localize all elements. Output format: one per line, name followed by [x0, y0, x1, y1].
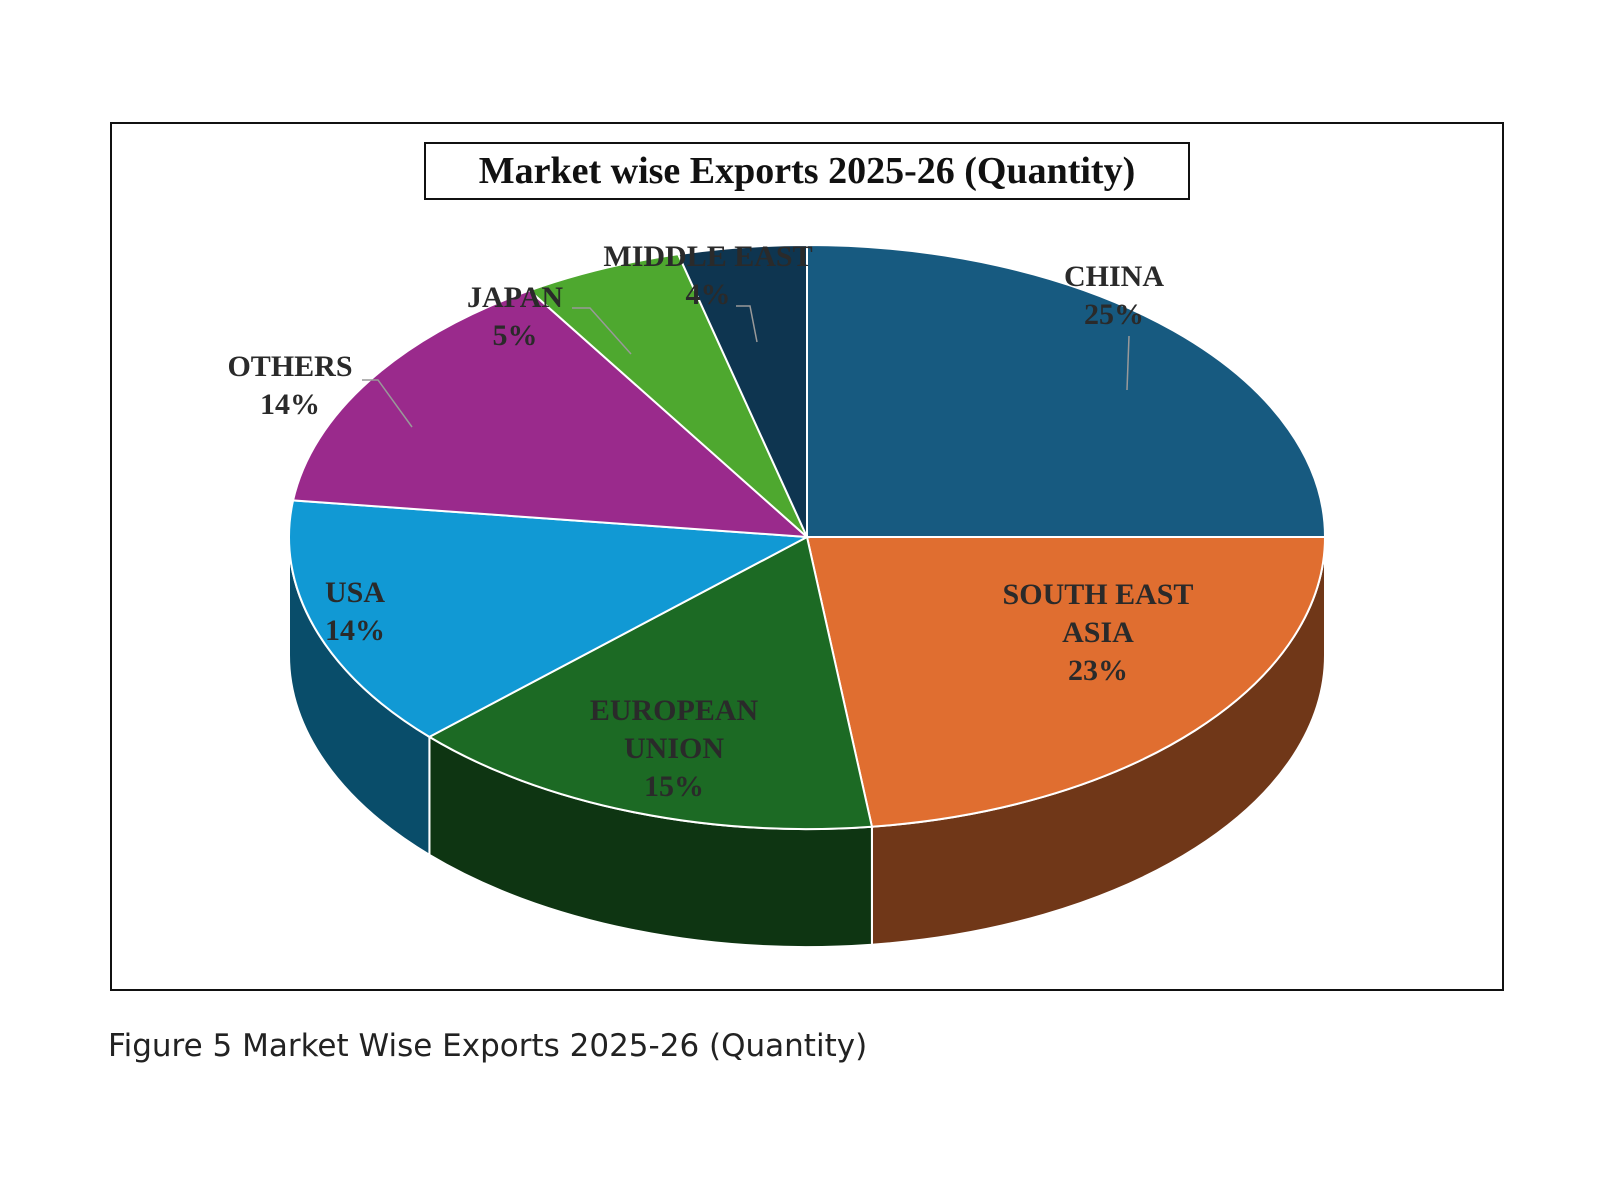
value-label: 14% — [324, 614, 385, 647]
leader-line — [362, 379, 413, 428]
leader-line — [1126, 335, 1130, 391]
slice-label: EUROPEAN UNION 15% — [569, 692, 779, 806]
category-label: SOUTH EAST ASIA — [1002, 578, 1194, 649]
slice — [806, 243, 1327, 538]
value-label: 15% — [644, 770, 704, 803]
slice — [288, 499, 811, 739]
chart-frame — [110, 122, 1504, 991]
value-label: 5% — [492, 319, 538, 352]
category-label: USA — [324, 576, 386, 609]
slice-label: MIDDLE EAST 4% — [603, 238, 812, 314]
slice — [676, 243, 808, 538]
category-label: CHINA — [1063, 260, 1165, 293]
slice-label: OTHERS 14% — [227, 348, 352, 424]
slice-label: CHINA 25% — [1064, 258, 1164, 334]
category-label: MIDDLE EAST — [603, 240, 813, 273]
leader-line — [736, 305, 758, 343]
slice-label: USA 14% — [325, 574, 385, 650]
value-label: 14% — [259, 388, 320, 421]
slice — [427, 535, 874, 830]
value-label: 25% — [1083, 298, 1144, 331]
category-label: EUROPEAN UNION — [589, 694, 759, 765]
figure-caption: Figure 5 Market Wise Exports 2025-26 (Qu… — [108, 1028, 868, 1064]
category-label: JAPAN — [466, 281, 564, 314]
slice-label: JAPAN 5% — [467, 279, 563, 355]
slice — [805, 536, 1327, 828]
slice-label: SOUTH EAST ASIA 23% — [983, 576, 1213, 690]
slice — [527, 253, 808, 538]
value-label: 4% — [685, 278, 731, 311]
value-label: 23% — [1068, 654, 1128, 687]
leader-line — [572, 307, 632, 355]
category-label: OTHERS — [227, 350, 353, 383]
chart-title: Market wise Exports 2025-26 (Quantity) — [424, 142, 1190, 200]
